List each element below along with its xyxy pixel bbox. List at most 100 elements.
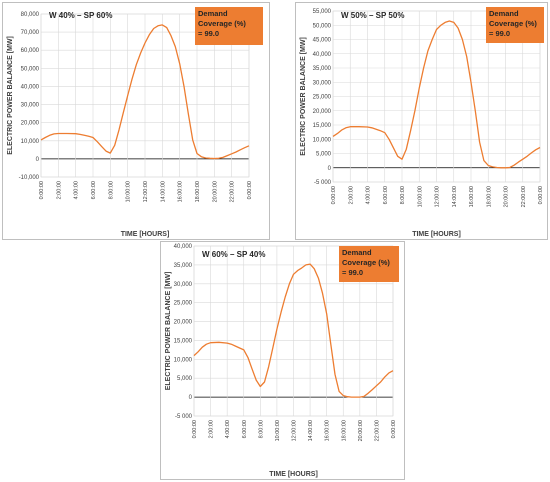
x-tick-label: 10:00:00 bbox=[126, 181, 132, 202]
x-tick-label: 22:00:00 bbox=[521, 186, 527, 207]
series-line bbox=[332, 20, 541, 169]
x-tick-label: 16:00:00 bbox=[325, 420, 331, 441]
y-tick-label: -10,000 bbox=[19, 175, 40, 181]
chart-title: W 50% – SP 50% bbox=[341, 11, 404, 20]
series-line bbox=[40, 24, 250, 160]
x-tick-label: 8:00:00 bbox=[400, 186, 406, 204]
y-tick-label: 40,000 bbox=[21, 84, 40, 90]
demand-coverage-text: Demand bbox=[489, 9, 519, 18]
chart-panel-w40-sp60: -10,000 0 10,000 20,000 30,000 40,000 50,000 60… bbox=[2, 2, 270, 240]
x-tick-label: 0:00:00 bbox=[39, 181, 45, 199]
demand-coverage-box bbox=[195, 7, 263, 45]
x-tick-label: 14:00:00 bbox=[160, 181, 166, 202]
y-tick-label: 80,000 bbox=[21, 12, 40, 18]
x-tick-label: 0:00:00 bbox=[391, 420, 397, 438]
x-tick-label: 10:00:00 bbox=[417, 186, 423, 207]
series-line bbox=[193, 263, 394, 398]
x-tick-label: 12:00:00 bbox=[143, 181, 149, 202]
y-tick-label: 5,000 bbox=[316, 152, 332, 158]
demand-coverage-text: Demand bbox=[198, 9, 228, 18]
x-tick-label: 4:00:00 bbox=[225, 420, 231, 438]
x-tick-label: 18:00:00 bbox=[486, 186, 492, 207]
y-axis-title: ELECTRIC POWER BALANCE [MW] bbox=[165, 272, 172, 391]
x-tick-label: 22:00:00 bbox=[374, 420, 380, 441]
y-tick-label: 30,000 bbox=[174, 282, 193, 288]
y-tick-label: 50,000 bbox=[313, 23, 332, 29]
demand-coverage-text: = 99.0 bbox=[198, 29, 219, 38]
plot-area bbox=[193, 245, 394, 417]
x-tick-label: 4:00:00 bbox=[366, 186, 372, 204]
x-tick-label: 20:00:00 bbox=[212, 181, 218, 202]
y-tick-label: 20,000 bbox=[174, 320, 193, 326]
plot-area bbox=[332, 10, 541, 183]
y-tick-label: 20,000 bbox=[21, 121, 40, 127]
chart-panel-w50-sp50: -5 000 0 5,000 10,000 15,000 20,000 25,000 30,0… bbox=[295, 2, 548, 240]
y-tick-label: 10,000 bbox=[313, 137, 332, 143]
x-tick-label: 2:00:00 bbox=[56, 181, 62, 199]
x-tick-label: 4:00:00 bbox=[74, 181, 80, 199]
demand-coverage-box bbox=[486, 7, 544, 43]
demand-coverage-text: Coverage (%) bbox=[198, 19, 246, 28]
y-tick-label: 25,000 bbox=[174, 301, 193, 307]
chart-svg-w50-sp50: -5 000 0 5,000 10,000 15,000 20,000 25,000 30,0… bbox=[300, 7, 544, 238]
x-tick-label: 22:00:00 bbox=[230, 181, 236, 202]
x-tick-label: 12:00:00 bbox=[435, 186, 441, 207]
demand-coverage-box bbox=[339, 246, 399, 282]
x-tick-label: 14:00:00 bbox=[308, 420, 314, 441]
y-tick-label: -5 000 bbox=[314, 180, 332, 186]
y-tick-label: 0 bbox=[328, 166, 332, 172]
chart-svg-w60-sp40: -5 000 0 5,000 10,000 15,000 20,000 25,000 30,0… bbox=[165, 244, 399, 478]
x-tick-label: 12:00:00 bbox=[292, 420, 298, 441]
x-tick-label: 0:00:00 bbox=[331, 186, 337, 204]
x-axis-title: TIME [HOURS] bbox=[412, 231, 461, 238]
x-tick-label: 18:00:00 bbox=[195, 181, 201, 202]
x-tick-label: 8:00:00 bbox=[258, 420, 264, 438]
x-tick-label: 20:00:00 bbox=[358, 420, 364, 441]
y-tick-label: 15,000 bbox=[174, 338, 193, 344]
x-tick-label: 10:00:00 bbox=[275, 420, 281, 441]
y-tick-label: 60,000 bbox=[21, 48, 40, 54]
chart-title: W 60% – SP 40% bbox=[202, 250, 265, 259]
y-tick-label: 15,000 bbox=[313, 123, 332, 129]
x-tick-label: 16:00:00 bbox=[469, 186, 475, 207]
y-tick-label: 10,000 bbox=[21, 139, 40, 145]
chart-svg-w40-sp60: -10,000 0 10,000 20,000 30,000 40,000 50,000 60… bbox=[7, 7, 263, 238]
x-tick-label: 14:00:00 bbox=[452, 186, 458, 207]
chart-panel-w60-sp40: -5 000 0 5,000 10,000 15,000 20,000 25,000 30,0… bbox=[160, 241, 405, 480]
demand-coverage-text: Coverage (%) bbox=[342, 258, 390, 267]
y-tick-label: 20,000 bbox=[313, 109, 332, 115]
y-tick-label: 5,000 bbox=[177, 376, 193, 382]
y-tick-label: -5 000 bbox=[175, 414, 193, 420]
x-axis-title: TIME [HOURS] bbox=[269, 471, 318, 478]
x-tick-label: 0:00:00 bbox=[192, 420, 198, 438]
demand-coverage-text: Coverage (%) bbox=[489, 19, 537, 28]
y-tick-label: 45,000 bbox=[313, 38, 332, 44]
y-axis-title: ELECTRIC POWER BALANCE [MW] bbox=[7, 36, 14, 155]
y-tick-label: 55,000 bbox=[313, 9, 332, 15]
x-tick-label: 0:00:00 bbox=[247, 181, 253, 199]
demand-coverage-text: Demand bbox=[342, 248, 372, 257]
plot-area bbox=[40, 13, 250, 178]
x-tick-label: 16:00:00 bbox=[178, 181, 184, 202]
x-tick-label: 20:00:00 bbox=[504, 186, 510, 207]
chart-title: W 40% – SP 60% bbox=[49, 11, 112, 20]
y-tick-label: 25,000 bbox=[313, 95, 332, 101]
demand-coverage-text: = 99.0 bbox=[489, 29, 510, 38]
y-tick-label: 30,000 bbox=[21, 103, 40, 109]
x-tick-label: 8:00:00 bbox=[108, 181, 114, 199]
x-tick-label: 2:00:00 bbox=[348, 186, 354, 204]
y-axis-title: ELECTRIC POWER BALANCE [MW] bbox=[300, 37, 307, 156]
y-tick-label: 40,000 bbox=[174, 244, 193, 250]
y-tick-label: 30,000 bbox=[313, 80, 332, 86]
x-tick-label: 6:00:00 bbox=[383, 186, 389, 204]
y-tick-label: 50,000 bbox=[21, 66, 40, 72]
demand-coverage-text: = 99.0 bbox=[342, 268, 363, 277]
x-tick-label: 6:00:00 bbox=[91, 181, 97, 199]
y-tick-label: 40,000 bbox=[313, 52, 332, 58]
y-tick-label: 70,000 bbox=[21, 30, 40, 36]
y-tick-label: 10,000 bbox=[174, 357, 193, 363]
x-tick-label: 18:00:00 bbox=[341, 420, 347, 441]
y-tick-label: 35,000 bbox=[313, 66, 332, 72]
x-tick-label: 2:00:00 bbox=[209, 420, 215, 438]
x-axis-title: TIME [HOURS] bbox=[121, 231, 170, 238]
